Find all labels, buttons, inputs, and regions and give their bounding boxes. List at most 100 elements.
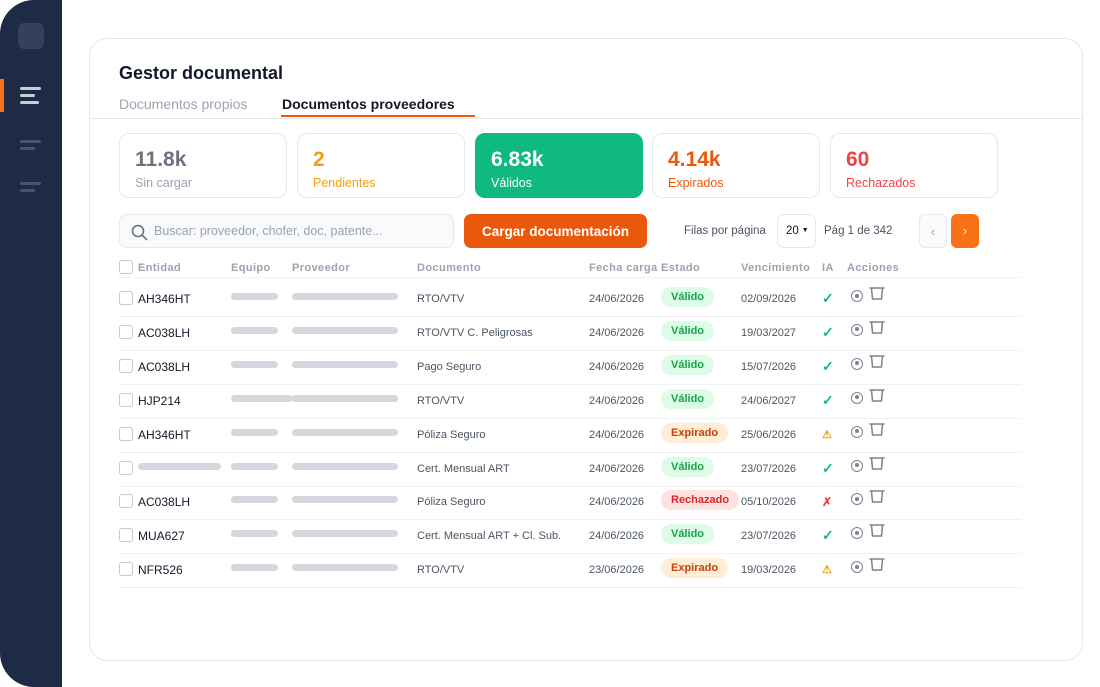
- table-row[interactable]: NFR526 RTO/VTV 23/06/2026 Expirado 19/03…: [119, 554, 1021, 589]
- rows-per-page-label: Filas por página: [684, 225, 766, 237]
- search-icon: [131, 224, 148, 241]
- cell-fecha-carga: 24/06/2026: [589, 496, 645, 509]
- view-icon[interactable]: [851, 459, 863, 472]
- ia-status-icon: ✗: [822, 495, 833, 510]
- cell-entidad[interactable]: AC038LH: [138, 495, 191, 510]
- delete-icon[interactable]: [869, 355, 885, 368]
- table-row[interactable]: Cert. Mensual ART 24/06/2026 Válido 23/0…: [119, 453, 1021, 487]
- view-icon[interactable]: [851, 493, 863, 506]
- cell-proveedor-placeholder: [292, 564, 398, 572]
- search-input[interactable]: [154, 215, 449, 247]
- cell-fecha-carga: 24/06/2026: [589, 462, 645, 475]
- table-row[interactable]: AC038LH RTO/VTV C. Peligrosas 24/06/2026…: [119, 317, 1021, 351]
- delete-icon[interactable]: [869, 422, 885, 436]
- next-page-button[interactable]: ›: [951, 214, 979, 248]
- cell-fecha-carga: 24/06/2026: [589, 428, 645, 441]
- stat-value: 4.14k: [668, 148, 721, 171]
- sidebar-item-2-icon[interactable]: [20, 140, 41, 150]
- view-icon[interactable]: [851, 357, 863, 370]
- view-icon[interactable]: [851, 527, 863, 540]
- status-badge: Válido: [661, 524, 715, 545]
- cell-equipo-placeholder: [231, 293, 278, 300]
- cell-entidad[interactable]: AC038LH: [138, 359, 191, 374]
- table-row[interactable]: AH346HT Póliza Seguro 24/06/2026 Expirad…: [119, 419, 1021, 453]
- prev-page-button[interactable]: ‹: [919, 214, 947, 248]
- cell-vencimiento: 23/07/2026: [741, 530, 797, 543]
- col-proveedor[interactable]: Proveedor: [292, 262, 351, 274]
- cell-entidad[interactable]: AH346HT: [138, 292, 191, 306]
- delete-icon[interactable]: [869, 490, 885, 504]
- row-checkbox[interactable]: [119, 358, 133, 373]
- col-vencimiento[interactable]: Vencimiento: [741, 262, 811, 274]
- select-all-checkbox[interactable]: [119, 260, 133, 274]
- col-ia[interactable]: IA: [822, 262, 834, 274]
- table-row[interactable]: AH346HT RTO/VTV 24/06/2026 Válido 02/09/…: [119, 283, 1021, 317]
- row-checkbox[interactable]: [119, 426, 133, 441]
- cell-proveedor-placeholder: [292, 326, 398, 334]
- search-box[interactable]: [119, 214, 454, 248]
- cell-entidad[interactable]: AH346HT: [138, 427, 191, 442]
- stat-card-validos[interactable]: 6.83k Válidos: [475, 133, 643, 198]
- cell-entidad[interactable]: HJP214: [138, 393, 181, 408]
- cell-entidad[interactable]: AC038LH: [138, 325, 191, 340]
- col-documento[interactable]: Documento: [417, 262, 482, 274]
- cell-equipo-placeholder: [231, 462, 278, 470]
- col-entidad[interactable]: Entidad: [138, 262, 182, 274]
- row-checkbox[interactable]: [119, 460, 133, 475]
- table-row[interactable]: MUA627 Cert. Mensual ART + Cl. Sub. 24/0…: [119, 520, 1021, 555]
- cell-equipo-placeholder: [231, 428, 278, 436]
- chevron-down-icon: ▼: [801, 227, 809, 234]
- cell-fecha-carga: 24/06/2026: [589, 326, 645, 339]
- app-logo[interactable]: [18, 23, 44, 49]
- delete-icon[interactable]: [869, 558, 885, 571]
- sidebar-item-3-icon[interactable]: [20, 182, 41, 192]
- cell-documento: Pago Seguro: [417, 360, 482, 373]
- cell-vencimiento: 23/07/2026: [741, 462, 797, 475]
- cell-equipo-placeholder: [231, 326, 278, 334]
- cell-proveedor-placeholder: [292, 428, 398, 436]
- delete-icon[interactable]: [869, 524, 885, 538]
- cell-entidad[interactable]: MUA627: [138, 529, 185, 544]
- ia-status-icon: ✓: [822, 290, 834, 306]
- stat-card-expirados[interactable]: 4.14k Expirados: [652, 133, 820, 198]
- stat-label: Rechazados: [846, 176, 916, 190]
- row-checkbox[interactable]: [119, 392, 133, 407]
- stat-value: 2: [313, 148, 325, 171]
- cell-fecha-carga: 23/06/2026: [589, 564, 645, 577]
- tab-documentos-propios[interactable]: Documentos propios: [119, 96, 248, 112]
- stat-card-rechazados[interactable]: 60 Rechazados: [830, 133, 998, 198]
- table-row[interactable]: AC038LH Póliza Seguro 24/06/2026 Rechaza…: [119, 486, 1021, 521]
- view-icon[interactable]: [851, 290, 863, 302]
- delete-icon[interactable]: [869, 321, 885, 334]
- status-badge: Expirado: [661, 422, 729, 443]
- status-badge: Rechazado: [661, 490, 740, 511]
- ia-status-icon: ✓: [822, 323, 834, 340]
- table-row[interactable]: HJP214 RTO/VTV 24/06/2026 Válido 24/06/2…: [119, 385, 1021, 419]
- row-checkbox[interactable]: [119, 291, 133, 305]
- view-icon[interactable]: [851, 323, 863, 336]
- row-checkbox[interactable]: [119, 528, 133, 543]
- tab-documentos-proveedores[interactable]: Documentos proveedores: [282, 96, 455, 112]
- page-title: Gestor documental: [119, 63, 284, 83]
- delete-icon[interactable]: [869, 456, 885, 470]
- stat-label: Pendientes: [313, 176, 376, 190]
- view-icon[interactable]: [851, 391, 863, 404]
- upload-documents-button[interactable]: Cargar documentación: [464, 214, 647, 248]
- row-checkbox[interactable]: [119, 494, 133, 509]
- cell-entidad[interactable]: NFR526: [138, 563, 183, 578]
- row-checkbox[interactable]: [119, 324, 133, 339]
- rows-per-page-select[interactable]: 20 ▼: [777, 214, 816, 248]
- table-row[interactable]: AC038LH Pago Seguro 24/06/2026 Válido 15…: [119, 351, 1021, 385]
- sidebar-menu-icon[interactable]: [20, 87, 41, 104]
- delete-icon[interactable]: [869, 287, 885, 300]
- delete-icon[interactable]: [869, 388, 885, 402]
- view-icon[interactable]: [851, 425, 863, 438]
- col-estado[interactable]: Estado: [661, 262, 701, 274]
- col-equipo[interactable]: Equipo: [231, 262, 271, 274]
- stat-card-sin-cargar[interactable]: 11.8k Sin cargar: [119, 133, 287, 198]
- view-icon[interactable]: [851, 561, 863, 574]
- col-fecha-carga[interactable]: Fecha carga: [589, 262, 658, 274]
- cell-documento: Cert. Mensual ART + Cl. Sub.: [417, 530, 562, 543]
- stat-card-pendientes[interactable]: 2 Pendientes: [297, 133, 465, 198]
- row-checkbox[interactable]: [119, 562, 133, 577]
